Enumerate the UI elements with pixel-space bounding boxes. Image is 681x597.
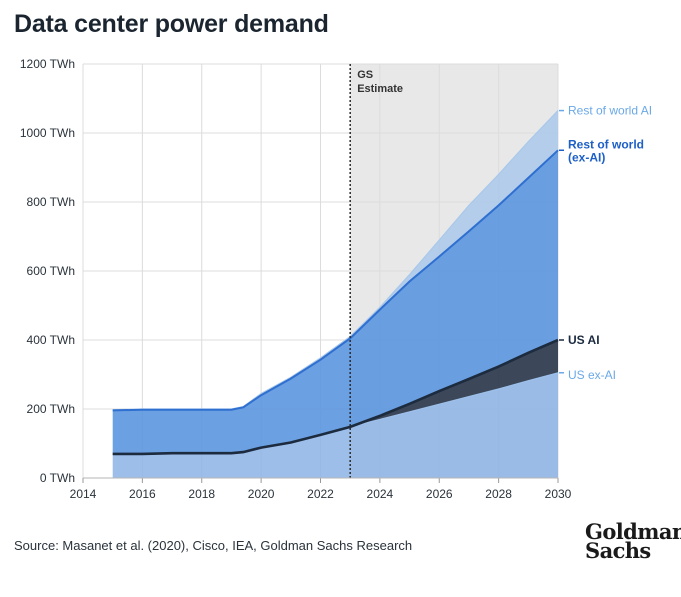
y-tick-label: 200 TWh [27,402,75,416]
estimate-label: Estimate [357,83,403,95]
x-tick-label: 2018 [188,487,215,501]
source-note: Source: Masanet et al. (2020), Cisco, IE… [14,538,413,553]
line-us-ai [112,338,559,456]
y-tick-label: 600 TWh [27,264,75,278]
y-tick-label: 1000 TWh [20,126,75,140]
x-tick-label: 2030 [545,487,572,501]
logo-line-2: Sachs [585,538,651,563]
x-tick-label: 2014 [70,487,97,501]
y-tick-label: 800 TWh [27,195,75,209]
line-rest-of-world-ex-ai [112,149,559,412]
y-tick-label: 1200 TWh [20,57,75,71]
x-tick-label: 2016 [129,487,156,501]
x-tick-label: 2028 [485,487,512,501]
x-tick-label: 2022 [307,487,334,501]
y-tick-label: 400 TWh [27,333,75,347]
goldman-sachs-logo: Goldman Sachs [585,519,681,563]
area-rest-of-world-ex-ai [112,150,558,454]
x-tick-label: 2024 [367,487,394,501]
label-rest-of-world-ai: Rest of world AI [568,104,652,118]
label-rest-of-world-ex-ai: Rest of world [568,137,644,151]
label-rest-of-world-ex-ai: (ex-AI) [568,150,605,164]
chart-title: Data center power demand [14,10,329,38]
estimate-label: GS [357,69,373,81]
area-us-ex-ai [112,372,558,478]
x-tick-label: 2026 [426,487,453,501]
logo-line-1: Goldman [585,519,681,544]
y-tick-label: 0 TWh [40,471,75,485]
x-tick-label: 2020 [248,487,275,501]
label-us-ai: US AI [568,333,600,347]
label-us-ex-ai: US ex-AI [568,368,616,382]
